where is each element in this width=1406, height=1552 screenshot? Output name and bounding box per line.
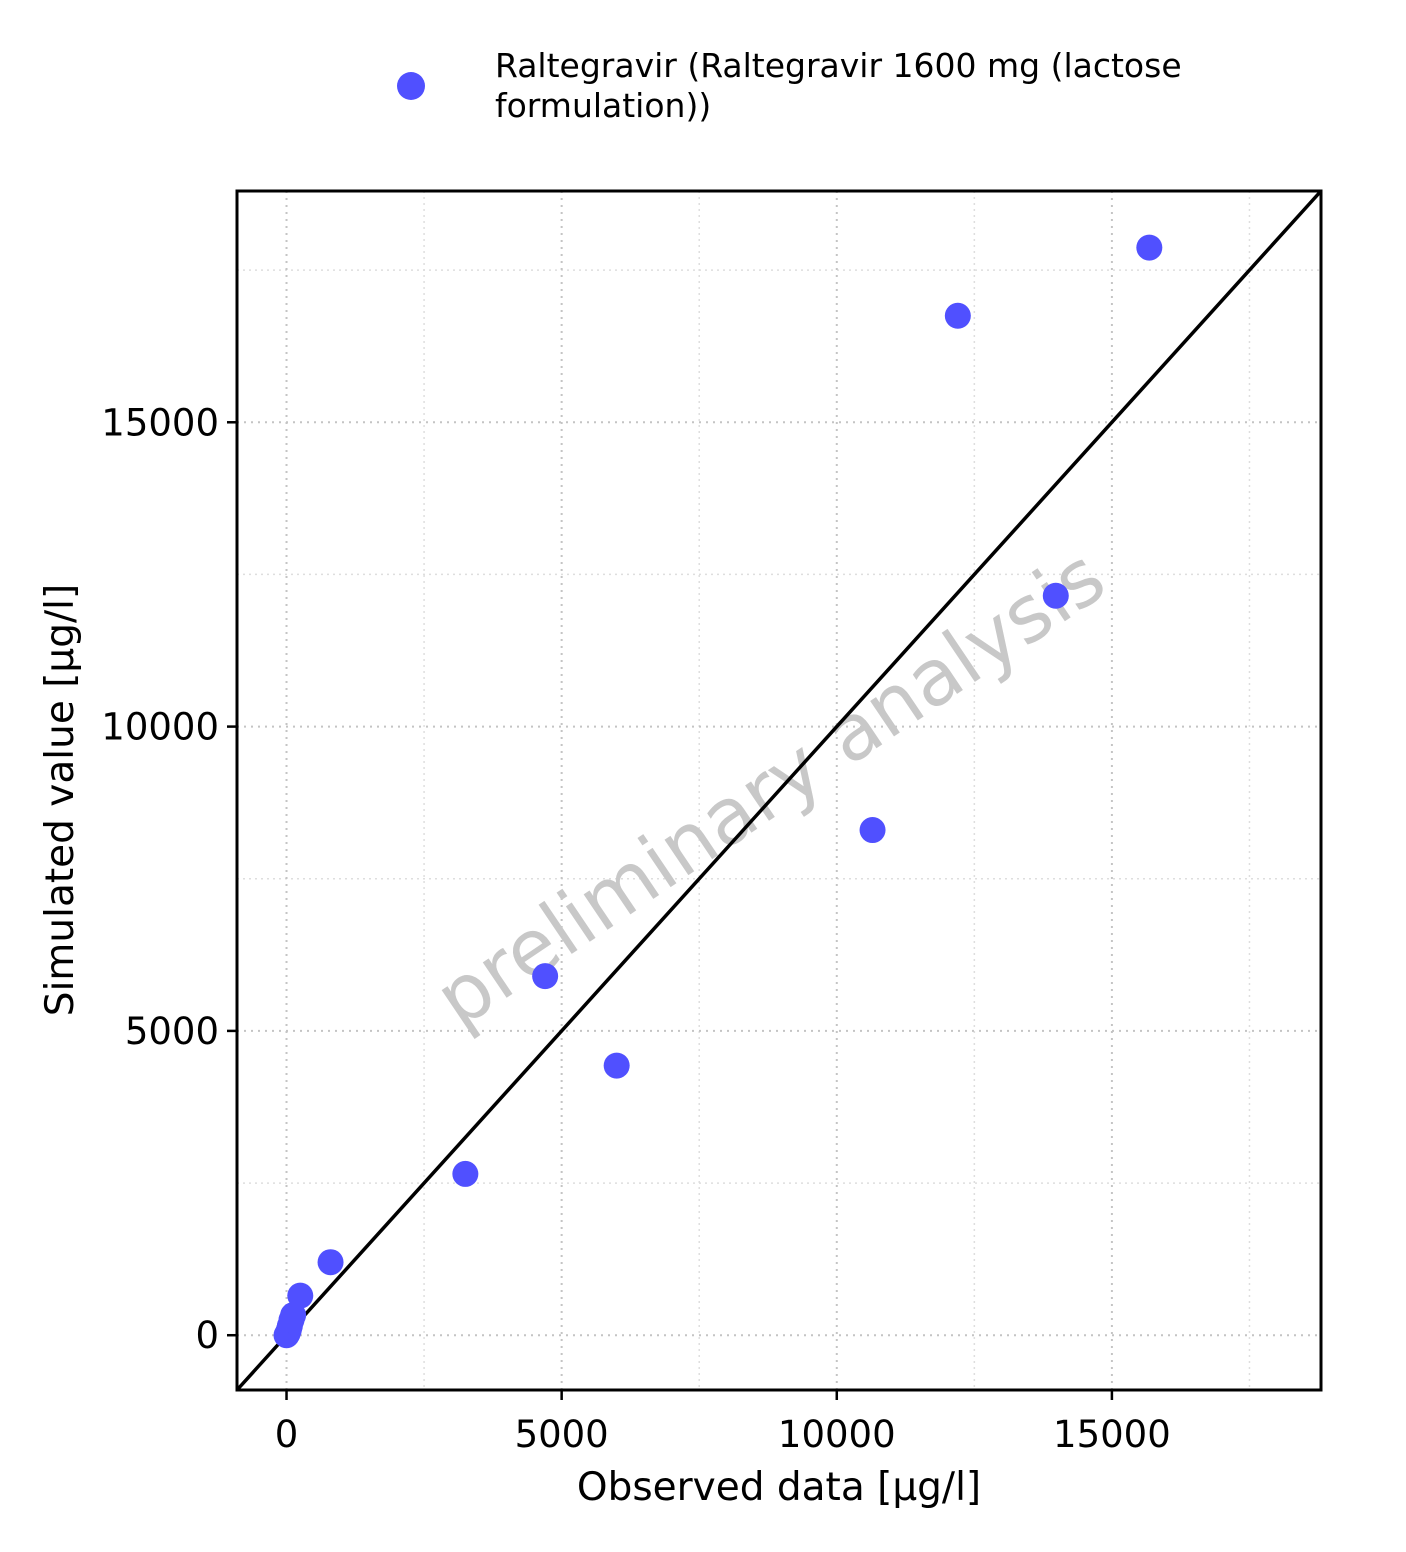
legend: Raltegravir (Raltegravir 1600 mg (lactos… <box>397 46 1182 125</box>
x-axis-ticks: 0 5000 10000 15000 <box>275 1390 1171 1456</box>
data-point <box>944 302 971 329</box>
data-points <box>273 234 1163 1349</box>
data-point <box>287 1282 314 1309</box>
y-axis-ticks: 0 5000 10000 15000 <box>101 401 237 1357</box>
y-tick-label: 15000 <box>101 401 219 444</box>
x-tick-label: 15000 <box>1053 1413 1171 1456</box>
x-tick-label: 10000 <box>778 1413 896 1456</box>
watermark: preliminary analysis <box>420 532 1121 1046</box>
legend-label-line-2: formulation)) <box>495 86 711 125</box>
data-point <box>317 1249 344 1276</box>
grid-minor <box>237 191 1321 1390</box>
x-tick-label: 0 <box>275 1413 299 1456</box>
y-tick-label: 10000 <box>101 706 219 749</box>
x-axis-title: Observed data [µg/l] <box>577 1465 981 1510</box>
data-point <box>603 1052 630 1079</box>
y-tick-label: 0 <box>195 1314 219 1357</box>
data-point <box>1136 234 1163 261</box>
grid-major <box>237 191 1321 1390</box>
data-point <box>859 817 886 844</box>
panel-border <box>235 189 1323 1392</box>
x-tick-label: 5000 <box>515 1413 609 1456</box>
y-tick-label: 5000 <box>125 1010 219 1053</box>
y-axis-title: Simulated value [µg/l] <box>38 584 83 1016</box>
data-point <box>1042 582 1069 609</box>
data-point <box>532 963 559 990</box>
legend-marker <box>397 72 425 100</box>
legend-label-line-1: Raltegravir (Raltegravir 1600 mg (lactos… <box>495 46 1182 85</box>
data-point <box>452 1160 479 1187</box>
identity-line <box>235 189 1323 1392</box>
